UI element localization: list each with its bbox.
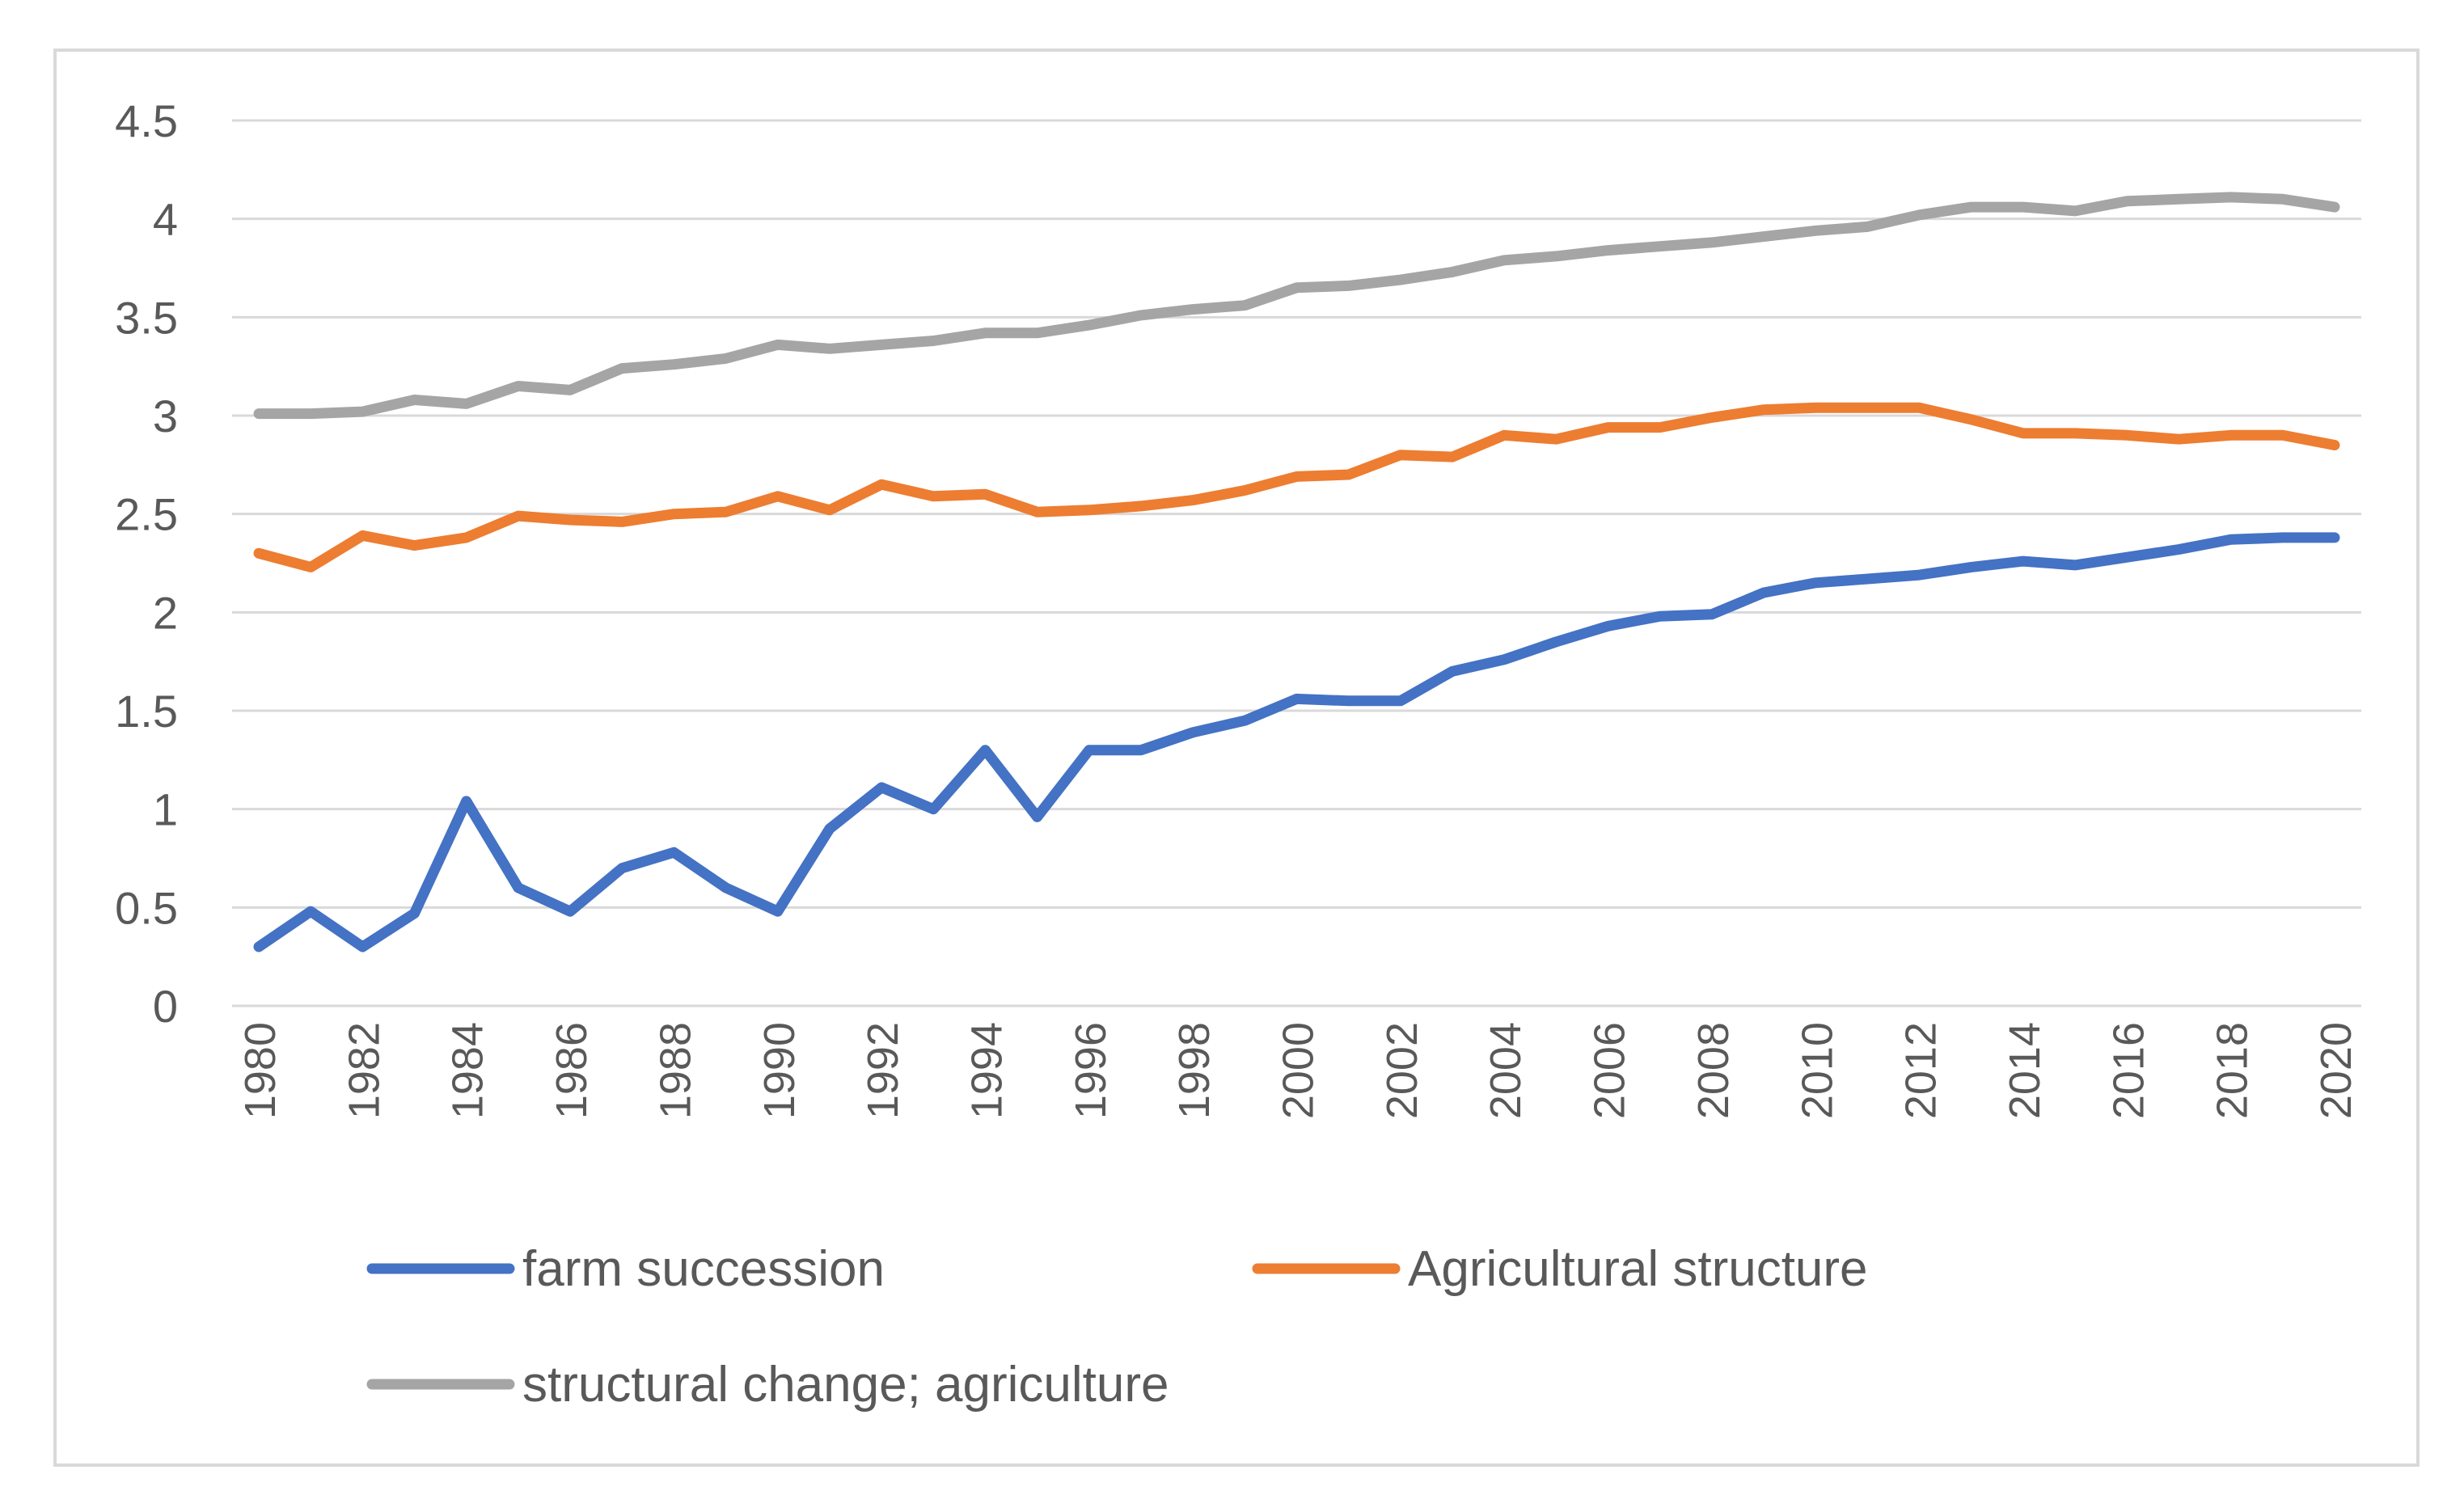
x-axis-ticks: 1980 1982 1984 1986 1988 1990 1992 1994 1996 1998… <box>236 1022 2360 1119</box>
y-tick-label: 1.5 <box>115 686 178 737</box>
x-tick-label: 1994 <box>962 1022 1011 1119</box>
y-tick-label: 1 <box>153 784 178 835</box>
x-tick-label: 1998 <box>1170 1022 1219 1119</box>
y-tick-label: 3 <box>153 391 178 441</box>
series-line-2 <box>253 402 2340 572</box>
x-tick-label: 2006 <box>1586 1022 1634 1119</box>
x-tick-label: 2018 <box>2208 1022 2257 1119</box>
x-tick-label: 2008 <box>1689 1022 1738 1119</box>
x-tick-label: 1988 <box>651 1022 699 1119</box>
legend: farm succession Agricultural structure str… <box>366 1241 1868 1413</box>
chart-frame: 0 0.5 1 1.5 2 2.5 3 3.5 4 4.5 1980 1982 1984 1986 198… <box>53 49 2420 1467</box>
x-tick-label: 1986 <box>547 1022 596 1119</box>
x-tick-label: 2000 <box>1274 1022 1323 1119</box>
y-tick-label: 4 <box>153 194 178 245</box>
x-tick-label: 1984 <box>444 1022 492 1119</box>
x-tick-label: 2016 <box>2104 1022 2153 1119</box>
series-line-3 <box>253 192 2340 420</box>
series-line-1 <box>253 532 2340 952</box>
x-tick-label: 2010 <box>1793 1022 1841 1119</box>
x-tick-label: 2014 <box>2001 1022 2049 1119</box>
y-tick-label: 2.5 <box>115 489 178 540</box>
legend-label: Agricultural structure <box>1408 1241 1868 1297</box>
x-tick-label: 1996 <box>1067 1022 1115 1119</box>
legend-label: farm succession <box>522 1241 885 1297</box>
x-tick-label: 2020 <box>2312 1022 2360 1119</box>
x-tick-label: 1982 <box>340 1022 388 1119</box>
x-tick-label: 1990 <box>755 1022 804 1119</box>
line-chart: 00.511.522.533.544.5 1980 1982 1984 1986 198… <box>115 95 2361 1413</box>
series-lines <box>253 192 2340 952</box>
y-tick-label: 0 <box>153 981 178 1032</box>
legend-label: structural change; agriculture <box>522 1357 1169 1413</box>
x-tick-label: 2002 <box>1378 1022 1426 1119</box>
y-tick-label: 4.5 <box>115 95 178 146</box>
gridlines <box>232 119 2361 1007</box>
y-tick-label: 3.5 <box>115 292 178 343</box>
x-tick-label: 2004 <box>1481 1022 1530 1119</box>
y-tick-label: 2 <box>153 587 178 638</box>
x-tick-label: 1980 <box>236 1022 285 1119</box>
x-tick-label: 2012 <box>1897 1022 1946 1119</box>
x-tick-label: 1992 <box>859 1022 907 1119</box>
y-axis-ticks: 0 0.5 1 1.5 2 2.5 3 3.5 4 4.5 <box>115 95 178 1032</box>
y-tick-label: 0.5 <box>115 882 178 933</box>
